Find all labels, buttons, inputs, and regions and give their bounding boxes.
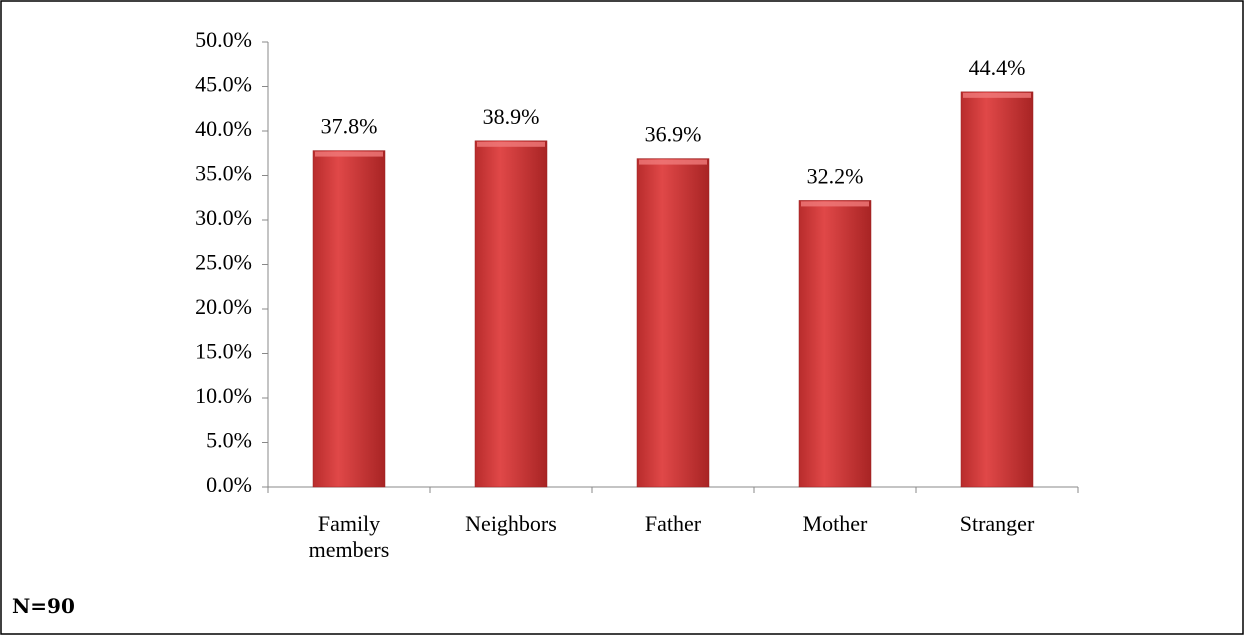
data-label: 32.2% [807, 163, 864, 188]
y-tick-label: 0.0% [206, 472, 252, 497]
data-label: 44.4% [969, 55, 1026, 80]
x-tick-label: Father [644, 511, 702, 536]
y-tick-label: 40.0% [195, 116, 252, 141]
y-tick-label: 45.0% [195, 72, 252, 97]
x-tick-label: Family members [308, 511, 390, 562]
note: N=90 [12, 594, 75, 618]
y-tick-label: 10.0% [195, 383, 252, 408]
y-tick-label: 25.0% [195, 250, 252, 275]
bar-bevel [801, 201, 869, 207]
y-tick-label: 20.0% [195, 294, 252, 319]
data-label: 37.8% [321, 114, 378, 139]
bar-bevel [639, 159, 707, 165]
x-tick-label: Stranger [959, 511, 1035, 536]
bar [636, 158, 710, 488]
bar-bevel [315, 151, 383, 157]
x-tick-label: Mother [802, 511, 868, 536]
bar [960, 91, 1034, 488]
y-tick-label: 35.0% [195, 161, 252, 186]
y-tick-label: 15.0% [195, 339, 252, 364]
bar [312, 150, 386, 488]
bar-bevel [963, 92, 1031, 98]
bar-bevel [477, 141, 545, 147]
y-tick-label: 5.0% [206, 428, 252, 453]
bar [474, 140, 548, 488]
data-label: 38.9% [483, 104, 540, 129]
y-tick-label: 30.0% [195, 205, 252, 230]
y-tick-label: 50.0% [195, 27, 252, 52]
data-label: 36.9% [645, 122, 702, 147]
x-tick-label: Neighbors [465, 511, 557, 536]
bar [798, 200, 872, 488]
